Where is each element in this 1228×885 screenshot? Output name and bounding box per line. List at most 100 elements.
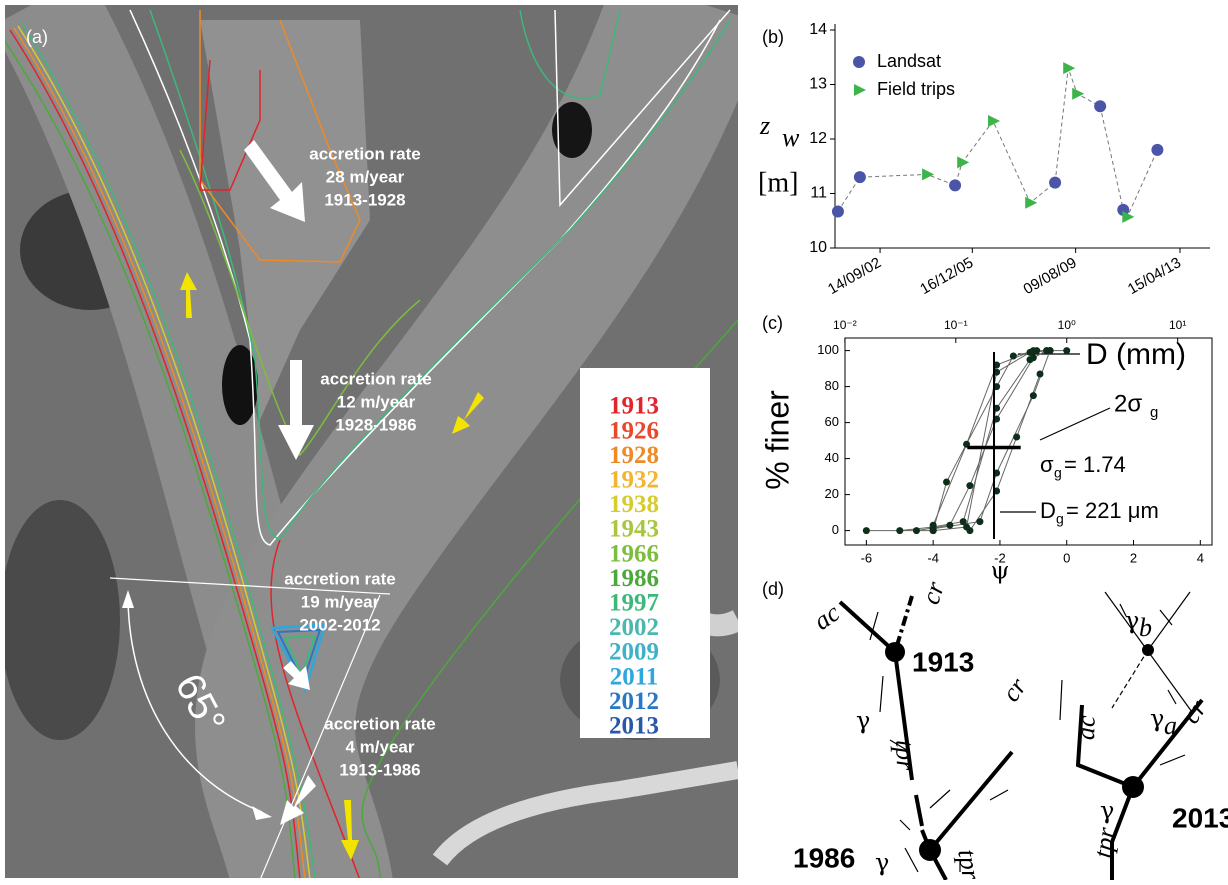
diagram-label: γ xyxy=(1100,797,1114,825)
panel-c: (c) % finer ψ D (mm) 2σ g σ g = 1.74 D g… xyxy=(759,313,1212,585)
annotation: 1928-1986 xyxy=(335,415,416,434)
diagram-label: 1913 xyxy=(912,646,974,677)
diagram-label: γ xyxy=(1150,705,1164,733)
panel-label: (d) xyxy=(762,579,784,599)
sample-point xyxy=(1030,354,1037,361)
x-tick-label: -2 xyxy=(994,550,1006,565)
diagram-label: tpr xyxy=(952,847,986,880)
legend-entry: 2012 xyxy=(609,688,659,715)
dg-symbol: D xyxy=(1040,498,1056,523)
figure: (a) 65° accretion rate28 m/year1913-1928… xyxy=(0,0,1228,880)
leader-line xyxy=(1040,408,1110,440)
x2-tick-label: 10⁻¹ xyxy=(944,318,968,332)
grain-size-curve xyxy=(866,351,1066,531)
annotation: 1913-1986 xyxy=(339,760,420,779)
x-tick-label: 09/08/09 xyxy=(1021,254,1080,298)
sample-point xyxy=(930,527,937,534)
sample-point xyxy=(966,482,973,489)
y-tick-label: 12 xyxy=(809,130,827,147)
panel-label: (c) xyxy=(762,313,783,333)
y-axis-label-sub: w xyxy=(782,123,800,152)
annotation: 19 m/year xyxy=(301,592,380,611)
node xyxy=(1122,776,1144,798)
y-tick-label: 100 xyxy=(817,342,839,357)
grain-size-curve xyxy=(900,351,1047,531)
marker xyxy=(922,168,934,180)
panel-label: (a) xyxy=(26,27,48,47)
x-tick-label: -4 xyxy=(927,550,939,565)
y-tick-label: 20 xyxy=(825,486,839,501)
y-tick-label: 60 xyxy=(825,414,839,429)
marker xyxy=(832,205,844,217)
x-tick-label: 15/04/13 xyxy=(1125,254,1184,298)
sample-point xyxy=(946,522,953,529)
vegetation xyxy=(0,500,120,740)
legend-entry: 2009 xyxy=(609,639,659,666)
sample-point xyxy=(1010,353,1017,360)
node xyxy=(1142,644,1154,656)
diagram-label: cr xyxy=(996,672,1033,707)
x-tick-label: -6 xyxy=(861,550,873,565)
panel-label: (b) xyxy=(762,27,784,47)
y-axis-unit: [m] xyxy=(758,167,798,198)
x2-tick-label: 10⁻² xyxy=(833,318,857,332)
diagram-label: ac xyxy=(1071,714,1101,740)
diagram-label-sub: b xyxy=(1139,613,1152,642)
diagram-label-sub: a xyxy=(1164,711,1177,740)
y-axis-label: z xyxy=(759,111,770,140)
sigma-sub: g xyxy=(1054,465,1062,481)
y-tick-label: 40 xyxy=(825,450,839,465)
legend-entry: 1928 xyxy=(609,442,659,469)
node xyxy=(919,839,941,861)
marker xyxy=(988,115,1000,127)
legend-entry: 1938 xyxy=(609,491,659,518)
diagram-label: cr xyxy=(916,577,951,607)
legend-entry: 2002 xyxy=(609,614,659,641)
marker xyxy=(1094,100,1106,112)
marker xyxy=(854,171,866,183)
legend-entry: 1926 xyxy=(609,417,659,444)
legend-entry: 1932 xyxy=(609,467,659,494)
sample-point xyxy=(1033,347,1040,354)
legend-label: Landsat xyxy=(877,51,941,71)
legend-marker xyxy=(853,56,865,68)
node xyxy=(885,642,905,662)
diagram-label: γ xyxy=(1125,607,1139,635)
annotation: accretion rate xyxy=(309,144,421,163)
diagram-label: 1986 xyxy=(793,842,855,873)
branch xyxy=(840,602,895,652)
annotation: 28 m/year xyxy=(326,167,405,186)
legend-entry: 1913 xyxy=(609,393,659,420)
marker xyxy=(1063,62,1075,74)
sample-point xyxy=(976,518,983,525)
panel-b: (b) z w [m] 101112131414/09/0216/12/0509… xyxy=(758,21,1210,298)
y-tick-label: 10 xyxy=(809,239,827,256)
annotation: accretion rate xyxy=(284,569,396,588)
legend-label: Field trips xyxy=(877,79,955,99)
sample-point xyxy=(960,518,967,525)
legend-entry: 1943 xyxy=(609,516,659,543)
y-tick-label: 13 xyxy=(809,76,827,93)
dg-value: = 221 μm xyxy=(1066,498,1159,523)
diagram-label: 2013 xyxy=(1172,802,1228,833)
legend-entry: 1997 xyxy=(609,590,659,617)
annotation: 2002-2012 xyxy=(299,615,380,634)
grain-size-curve xyxy=(970,374,1040,531)
x-tick-label: 4 xyxy=(1197,550,1204,565)
x-tick-label: 16/12/05 xyxy=(917,254,976,298)
y-axis-label: % finer xyxy=(759,390,795,490)
dg-sub: g xyxy=(1056,511,1064,527)
branch xyxy=(930,752,1012,850)
x2-axis-label: D (mm) xyxy=(1086,338,1186,371)
grain-size-curve xyxy=(916,351,1046,531)
sample-point xyxy=(1013,434,1020,441)
marker xyxy=(1151,144,1163,156)
diagram-label: γ xyxy=(856,707,870,735)
sigma-symbol: σ xyxy=(1040,452,1054,477)
diagram-label: γ xyxy=(875,849,889,877)
spread-label: 2σ xyxy=(1114,390,1142,417)
legend-entry: 2011 xyxy=(610,663,659,690)
sample-point xyxy=(896,527,903,534)
legend-marker xyxy=(854,84,866,96)
